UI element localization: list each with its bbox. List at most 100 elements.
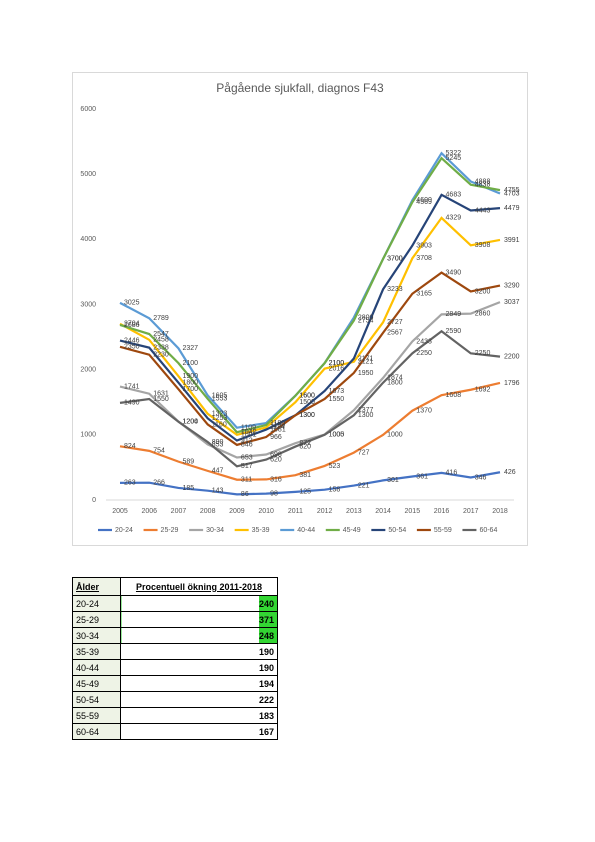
age-cell: 55-59 bbox=[72, 707, 121, 724]
chart-title: Pågående sjukfall, diagnos F43 bbox=[216, 81, 384, 95]
data-label: 2567 bbox=[387, 330, 403, 337]
age-cell: 30-34 bbox=[72, 627, 121, 644]
header-cell: Procentuell ökning 2011-2018 bbox=[120, 577, 278, 596]
data-label: 1200 bbox=[182, 419, 198, 426]
data-label: 1253 bbox=[212, 415, 228, 422]
value-cell: 371 bbox=[120, 611, 278, 628]
data-label: 1323 bbox=[212, 411, 228, 418]
data-label: 1550 bbox=[153, 396, 169, 403]
data-label: 3490 bbox=[446, 269, 462, 276]
data-label: 820 bbox=[299, 443, 311, 450]
legend-label: 30-34 bbox=[206, 527, 224, 534]
age-cell: 20-24 bbox=[72, 595, 121, 612]
data-label: 3991 bbox=[504, 237, 520, 244]
data-label: 1500 bbox=[299, 399, 315, 406]
age-cell: 40-44 bbox=[72, 659, 121, 676]
x-tick-label: 2006 bbox=[141, 508, 157, 515]
table: Ålder Procentuell ökning 2011-2018 20-24… bbox=[72, 577, 278, 740]
value-cell: 190 bbox=[120, 643, 278, 660]
data-label: 698 bbox=[270, 451, 282, 458]
data-label: 824 bbox=[124, 443, 136, 450]
data-label: 2230 bbox=[153, 352, 169, 359]
chart: Pågående sjukfall, diagnos F43 0 1000 2000… bbox=[72, 72, 528, 546]
table-header: Ålder Procentuell ökning 2011-2018 bbox=[72, 577, 278, 596]
table-row: 30-34 248 bbox=[72, 627, 278, 644]
data-label: 4683 bbox=[446, 192, 462, 199]
data-label: 4755 bbox=[504, 187, 520, 194]
data-label: 653 bbox=[241, 454, 253, 461]
data-label: 1300 bbox=[299, 412, 315, 419]
data-label: 754 bbox=[153, 448, 165, 455]
y-tick-label: 1000 bbox=[80, 432, 96, 439]
data-label: 316 bbox=[270, 476, 282, 483]
data-label: 3708 bbox=[416, 255, 432, 262]
data-label: 2446 bbox=[124, 337, 140, 344]
data-label: 3908 bbox=[475, 242, 491, 249]
series-line bbox=[119, 216, 501, 436]
chart-frame bbox=[72, 72, 528, 546]
table-row: 40-44 190 bbox=[72, 659, 278, 676]
data-label: 966 bbox=[270, 434, 282, 441]
legend-label: 50-54 bbox=[388, 527, 406, 534]
data-label: 1160 bbox=[212, 421, 227, 428]
data-label: 872 bbox=[299, 440, 311, 447]
data-label: 1950 bbox=[358, 370, 374, 377]
value-cell: 240 bbox=[120, 595, 278, 612]
data-label: 2547 bbox=[153, 331, 169, 338]
x-tick-label: 2018 bbox=[492, 508, 508, 515]
data-label: 2100 bbox=[329, 360, 345, 367]
series-line bbox=[119, 471, 501, 496]
data-label: 1550 bbox=[329, 396, 345, 403]
data-label: 1000 bbox=[329, 432, 345, 439]
data-label: 3037 bbox=[504, 299, 520, 306]
data-label: 2727 bbox=[387, 319, 403, 326]
x-tick-label: 2014 bbox=[375, 508, 391, 515]
data-label: 1490 bbox=[124, 400, 140, 407]
data-label: 2327 bbox=[182, 345, 198, 352]
data-label: 1800 bbox=[182, 380, 198, 387]
data-label: 3233 bbox=[387, 286, 403, 293]
x-tick-label: 2013 bbox=[346, 508, 362, 515]
data-label: 5322 bbox=[446, 150, 462, 157]
value-cell: 183 bbox=[120, 707, 278, 724]
data-label: 1874 bbox=[387, 375, 403, 382]
value-cell: 248 bbox=[120, 627, 278, 644]
data-label: 1608 bbox=[446, 392, 462, 399]
x-tick-label: 2007 bbox=[171, 508, 187, 515]
value-cell: 194 bbox=[120, 675, 278, 692]
x-tick-label: 2010 bbox=[258, 508, 274, 515]
data-label: 2121 bbox=[358, 359, 374, 366]
data-label: 158 bbox=[329, 487, 341, 494]
data-label: 1150 bbox=[270, 422, 285, 429]
data-label: 4329 bbox=[446, 215, 462, 222]
data-label: 912 bbox=[241, 437, 253, 444]
x-tick-label: 2015 bbox=[405, 508, 421, 515]
data-label: 1109 bbox=[241, 425, 256, 432]
data-label: 890 bbox=[212, 439, 224, 446]
data-label: 589 bbox=[182, 458, 194, 465]
value-cell: 167 bbox=[120, 723, 278, 740]
data-label: 523 bbox=[329, 463, 341, 470]
data-label: 2686 bbox=[124, 322, 140, 329]
data-label: 853 bbox=[212, 441, 224, 448]
value-cell: 190 bbox=[120, 659, 278, 676]
series-line bbox=[119, 271, 501, 447]
age-cell: 35-39 bbox=[72, 643, 121, 660]
data-label: 1377 bbox=[358, 407, 374, 414]
data-label: 1000 bbox=[387, 432, 403, 439]
data-label: 620 bbox=[270, 456, 282, 463]
data-label: 727 bbox=[358, 449, 370, 456]
legend-label: 45-49 bbox=[343, 527, 361, 534]
data-label: 361 bbox=[416, 473, 428, 480]
x-tick-label: 2011 bbox=[288, 508, 303, 515]
data-label: 3200 bbox=[475, 288, 491, 295]
x-tick-label: 2012 bbox=[317, 508, 333, 515]
data-label: 2100 bbox=[329, 360, 345, 367]
data-label: 4569 bbox=[416, 199, 432, 206]
data-label: 447 bbox=[212, 468, 224, 475]
legend-label: 20-24 bbox=[115, 527, 133, 534]
data-label: 4443 bbox=[475, 207, 491, 214]
y-tick-label: 3000 bbox=[80, 301, 96, 308]
data-label: 1631 bbox=[153, 391, 169, 398]
